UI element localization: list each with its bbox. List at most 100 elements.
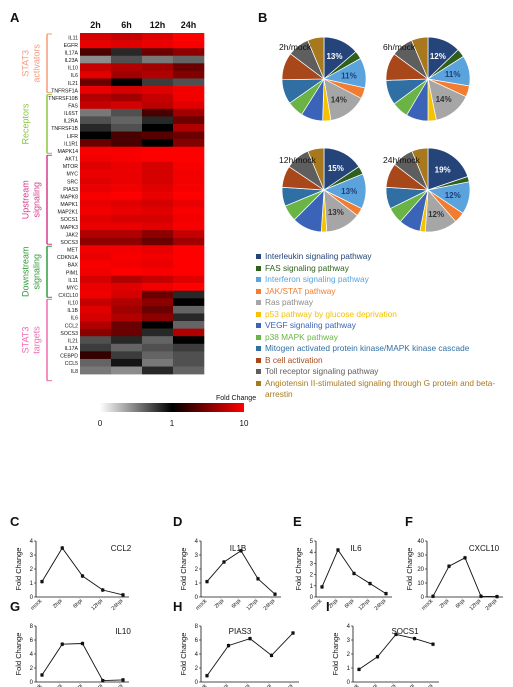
heatmap-cell — [142, 161, 174, 170]
heatmap-cell — [80, 33, 112, 41]
data-point — [431, 594, 435, 598]
heatmap-cell — [142, 351, 174, 360]
heatmap-cell — [142, 55, 174, 64]
data-point — [101, 679, 105, 683]
heatmap-cell — [173, 33, 205, 41]
gene-label: IL21 — [68, 338, 78, 344]
legend-label: Mitogen activated protein kinase/MAPK ki… — [265, 343, 470, 353]
heatmap-column-label: 6h — [121, 20, 132, 30]
heatmap-cell — [111, 237, 143, 246]
pie-title: 24h/mock — [383, 155, 421, 165]
data-point — [205, 580, 209, 584]
heatmap-cell — [173, 343, 205, 352]
colorbar — [100, 403, 244, 412]
heatmap-cell — [142, 86, 174, 94]
y-tick-label: 2 — [310, 573, 314, 579]
heatmap-cell — [142, 108, 174, 117]
x-tick-label: mock — [30, 683, 44, 687]
heatmap-cell — [173, 230, 205, 238]
heatmap-cell — [80, 146, 112, 155]
colorbar-tick-label: 0 — [98, 419, 103, 428]
heatmap-cell — [80, 63, 112, 72]
heatmap-cell — [173, 328, 205, 337]
heatmap-cell — [173, 260, 205, 269]
heatmap-cell — [80, 321, 112, 329]
x-tick-label: 12hpi — [469, 598, 483, 612]
y-tick-label: 0 — [195, 595, 199, 601]
heatmap-cell — [173, 146, 205, 155]
y-tick-label: 3 — [30, 553, 34, 559]
heatmap-cell — [142, 116, 174, 125]
heatmap-cell — [142, 230, 174, 238]
heatmap-cell — [111, 328, 143, 337]
legend-label: FAS signaling pathway — [265, 262, 349, 273]
heatmap-cell — [142, 131, 174, 140]
panel-letter-d: D — [173, 514, 182, 529]
legend-swatch — [256, 357, 261, 363]
heatmap-cell — [173, 116, 205, 125]
y-tick-label: 20 — [417, 567, 424, 573]
line-chart: 0 1 2 3 4 mock 2hpi 6hpi 12hpi 24hpi Fold Change SO… — [331, 624, 439, 687]
heatmap-cell — [173, 154, 205, 163]
heatmap-cell — [142, 260, 174, 269]
heatmap-cell — [80, 123, 112, 132]
heatmap-cell — [80, 161, 112, 170]
heatmap-cell — [111, 169, 143, 178]
heatmap-cell — [111, 222, 143, 231]
heatmap-cell — [80, 260, 112, 269]
legend-label: p53 pathway by glucose deprivation — [265, 308, 397, 319]
heatmap-cell — [111, 55, 143, 64]
pie-slice — [411, 147, 429, 191]
heatmap-cell — [173, 101, 205, 110]
gene-label: AKT1 — [65, 157, 78, 163]
x-tick-label: 2hpi — [439, 598, 451, 610]
heatmap-cell — [142, 48, 174, 57]
pie-slice-label: 12% — [430, 52, 446, 61]
heatmap-column-label: 24h — [181, 20, 197, 30]
legend-item: FAS signaling pathway — [256, 263, 510, 275]
heatmap-cell — [111, 70, 143, 79]
heatmap-cell — [142, 139, 174, 147]
heatmap-cell — [173, 177, 205, 185]
y-tick-label: 0 — [421, 595, 425, 601]
pie-slice — [307, 36, 325, 80]
heatmap-cell — [142, 283, 174, 292]
legend-label: Ras pathway — [265, 297, 313, 307]
x-tick-label: 12hpi — [402, 683, 416, 687]
gene-label: IL8 — [71, 369, 78, 375]
y-tick-label: 4 — [30, 539, 34, 545]
y-axis-label: Fold Change — [14, 633, 23, 676]
heatmap-cell — [80, 86, 112, 94]
heatmap-cell — [80, 78, 112, 87]
pie-slice-label: 12% — [428, 210, 444, 219]
legend-swatch — [256, 288, 261, 294]
data-point — [447, 564, 451, 568]
panel-letter-c: C — [10, 514, 20, 529]
x-tick-label: 12hpi — [90, 683, 104, 687]
colorbar-tick-label: 10 — [240, 419, 249, 428]
chart-title: IL10 — [115, 627, 131, 636]
y-tick-label: 0 — [30, 595, 34, 601]
heatmap-cell — [142, 290, 174, 299]
y-axis-label: Fold Change — [14, 548, 23, 591]
heatmap-cell — [173, 237, 205, 246]
gene-label: IL10 — [68, 66, 78, 72]
gene-label: CXCL10 — [58, 293, 78, 299]
data-point — [375, 655, 380, 659]
heatmap-cell — [111, 108, 143, 117]
heatmap-cell — [142, 267, 174, 276]
gene-label: TNFRSF10B — [48, 96, 78, 102]
heatmap-cell — [111, 78, 143, 87]
y-tick-label: 1 — [310, 584, 314, 590]
heatmap-cell — [173, 184, 205, 193]
panel-letter-i: I — [326, 599, 330, 614]
series-line — [358, 633, 434, 670]
gene-label: MET — [67, 248, 79, 254]
pie-slice-label: 14% — [436, 95, 452, 104]
x-tick-label: 6hpi — [386, 683, 398, 687]
x-tick-label: 2hpi — [214, 598, 226, 610]
group-label: Downstream — [20, 247, 30, 298]
heatmap-cell — [173, 169, 205, 178]
legend-item: p53 pathway by glucose deprivation — [256, 309, 510, 321]
pie-chart: 19% 12% 12% — [385, 147, 471, 233]
